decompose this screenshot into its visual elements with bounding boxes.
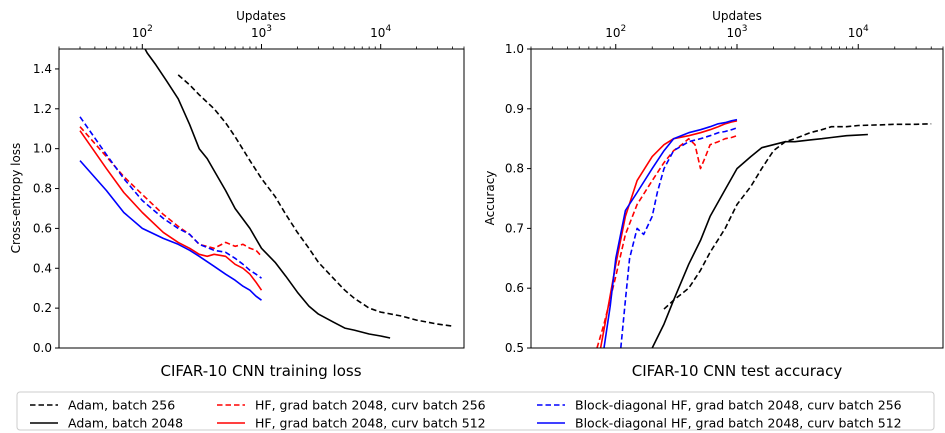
training-loss-ytick-label-6: 1.2 — [33, 102, 52, 116]
test-accuracy-ytick-label-3: 0.8 — [505, 162, 524, 176]
training-loss-plot-frame — [58, 48, 465, 349]
legend-label-4: HF, grad batch 2048, curv batch 512 — [255, 416, 486, 431]
training-loss-series-5 — [79, 160, 262, 301]
training-loss-top-tick-label-1: 103 — [251, 24, 272, 40]
test-accuracy-ticks: 0.5 0.6 0.7 0.8 0.9 1.0 102 103 104 — [505, 24, 944, 355]
training-loss-top-tick-label-2: 104 — [370, 24, 391, 40]
test-accuracy-series-1 — [651, 133, 868, 348]
legend-entries: Adam, batch 256 HF, grad batch 2048, curv… — [30, 398, 902, 431]
training-loss-ytick-label-4: 0.8 — [33, 182, 52, 196]
test-accuracy-series — [596, 118, 932, 348]
training-loss-ytick-label-3: 0.6 — [33, 221, 52, 235]
training-loss-series — [79, 49, 453, 339]
training-loss-ytick-label-7: 1.4 — [33, 62, 52, 76]
training-loss-ytick-label-1: 0.2 — [33, 301, 52, 315]
training-loss-series-3 — [79, 130, 263, 291]
test-accuracy-ytick-label-2: 0.7 — [505, 221, 524, 235]
training-loss-top-xlabel: Updates — [236, 9, 286, 23]
test-accuracy-caption: CIFAR-10 CNN test accuracy — [632, 362, 843, 380]
test-accuracy-top-tick-label-0: 102 — [605, 24, 626, 40]
test-accuracy-series-5 — [603, 118, 738, 348]
test-accuracy-chart: 0.5 0.6 0.7 0.8 0.9 1.0 102 103 104 Updates Accu… — [483, 9, 944, 380]
training-loss-series-4 — [79, 116, 262, 279]
training-loss-ytick-label-0: 0.0 — [33, 341, 52, 355]
training-loss-top-tick-label-0: 102 — [132, 24, 153, 40]
legend-label-2: Block-diagonal HF, grad batch 2048, curv… — [575, 398, 902, 413]
legend-label-5: Block-diagonal HF, grad batch 2048, curv… — [575, 416, 902, 431]
test-accuracy-top-tick-label-1: 103 — [726, 24, 747, 40]
training-loss-ytick-label-5: 1.0 — [33, 142, 52, 156]
legend-frame — [16, 391, 935, 431]
test-accuracy-ytick-label-0: 0.5 — [505, 341, 524, 355]
test-accuracy-ytick-label-1: 0.6 — [505, 281, 524, 295]
test-accuracy-ytick-label-4: 0.9 — [505, 102, 524, 116]
test-accuracy-top-xlabel: Updates — [712, 9, 762, 23]
test-accuracy-ytick-label-5: 1.0 — [505, 42, 524, 56]
test-accuracy-series-0 — [663, 123, 932, 310]
test-accuracy-plot-frame — [530, 48, 944, 349]
test-accuracy-series-2 — [596, 134, 738, 348]
training-loss-series-1 — [144, 49, 391, 339]
legend-label-0: Adam, batch 256 — [68, 398, 175, 413]
training-loss-series-0 — [177, 74, 453, 327]
test-accuracy-series-4 — [620, 127, 738, 348]
training-loss-caption: CIFAR-10 CNN training loss — [160, 362, 361, 380]
test-accuracy-top-tick-label-2: 104 — [848, 24, 869, 40]
legend-label-3: Adam, batch 2048 — [68, 416, 183, 431]
legend-label-1: HF, grad batch 2048, curv batch 256 — [255, 398, 486, 413]
training-loss-ylabel: Cross-entropy loss — [9, 143, 23, 254]
test-accuracy-ylabel: Accuracy — [483, 171, 497, 226]
training-loss-ticks: 0.0 0.2 0.4 0.6 0.8 1.0 1.2 1.4 102 103 104 — [33, 24, 465, 355]
training-loss-ytick-label-2: 0.4 — [33, 261, 52, 275]
legend: Adam, batch 256 HF, grad batch 2048, curv… — [16, 391, 935, 431]
training-loss-chart: 0.0 0.2 0.4 0.6 0.8 1.0 1.2 1.4 102 103 104 Update… — [9, 9, 465, 380]
